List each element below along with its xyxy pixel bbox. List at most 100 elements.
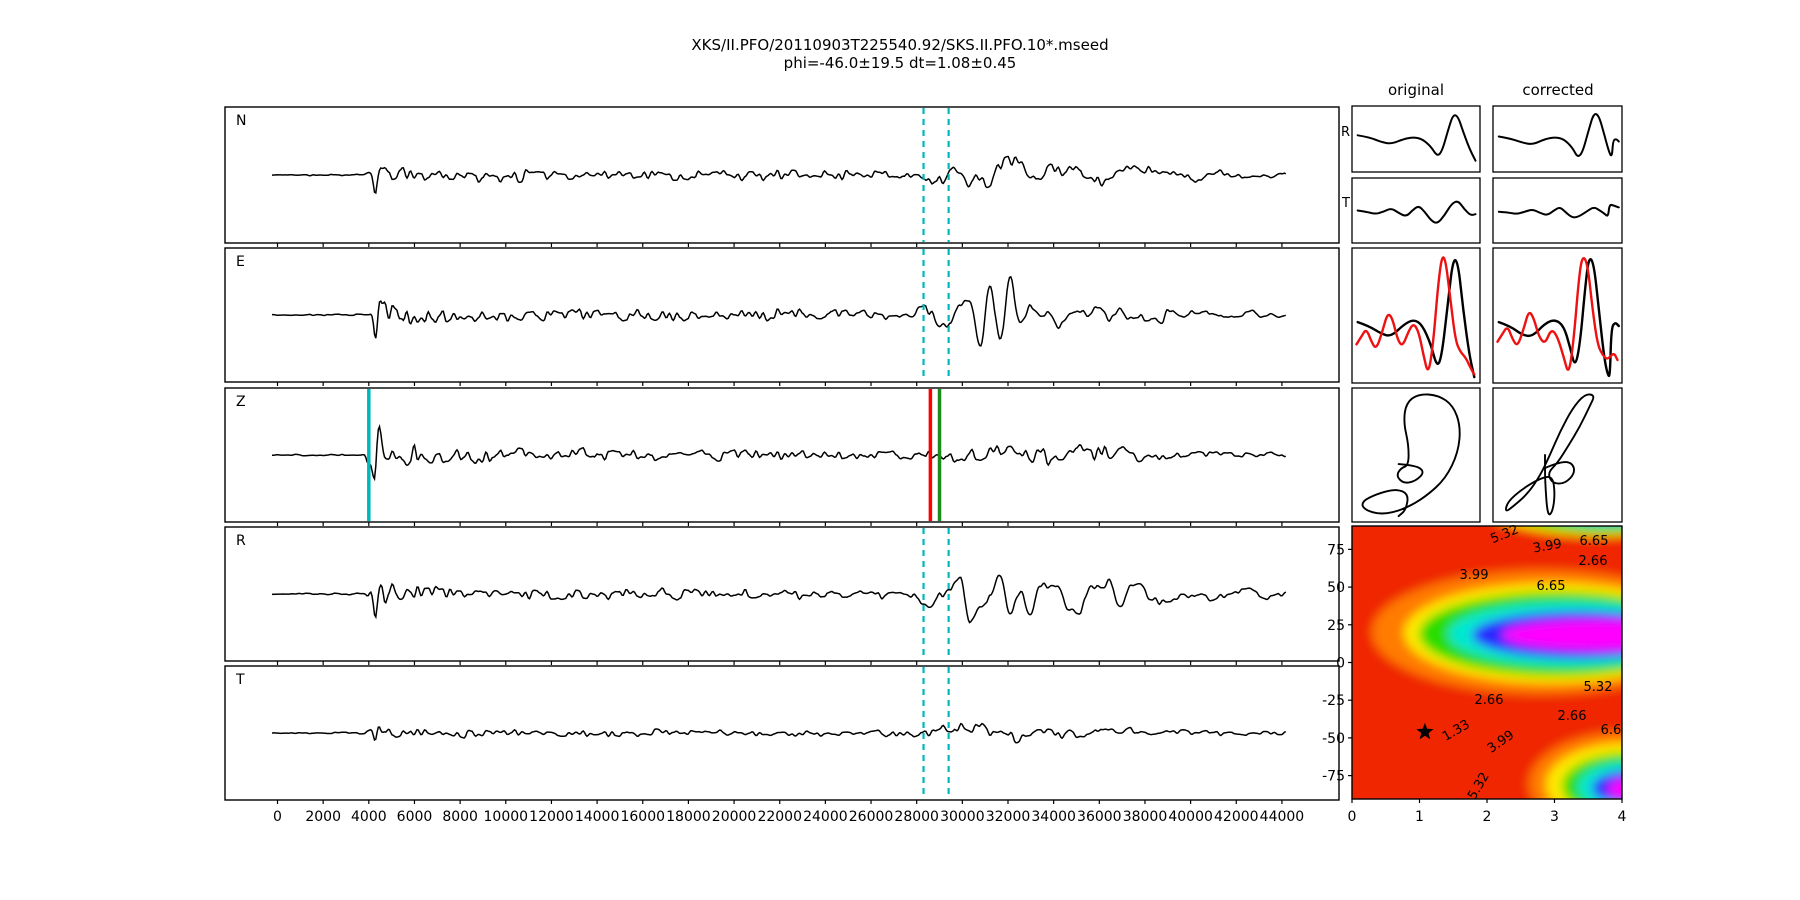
panel-border	[224, 387, 1340, 523]
seismogram-trace-N	[271, 155, 1287, 195]
error-surface-x-tick-label: 3	[1550, 809, 1559, 825]
panel-label-n: N	[236, 113, 247, 129]
field-blob	[1564, 495, 1652, 521]
r-pulse-corrected	[1497, 113, 1620, 157]
t-pulse-corrected	[1497, 203, 1620, 219]
particle-motion-original	[1351, 387, 1481, 523]
pulse-panel-t-original	[1351, 177, 1481, 244]
error-surface-y-tick-label: -75	[1322, 769, 1345, 785]
contour-label: 6.65	[1537, 579, 1566, 594]
error-surface-y-tick-label: -25	[1322, 693, 1345, 709]
contour-label: 3.99	[1532, 537, 1563, 557]
column-header-corrected: corrected	[1522, 81, 1594, 99]
figure-subtitle: phi=-46.0±19.5 dt=1.08±0.45	[783, 54, 1017, 72]
waveform-panel-T	[224, 665, 1340, 804]
contour-label: 5.32	[1584, 680, 1613, 695]
seismogram-trace-E	[272, 275, 1287, 347]
x-tick-label: 40000	[1168, 809, 1213, 825]
error-surface-y-tick-label: -50	[1322, 731, 1345, 747]
error-surface-y-tick-label: 75	[1327, 542, 1345, 558]
contour-label: 2.66	[1558, 709, 1587, 724]
contour-label: 6.6	[1601, 723, 1622, 738]
x-tick-label: 20000	[712, 809, 757, 825]
hodogram-original	[1361, 393, 1461, 518]
error-surface-x-tick-label: 2	[1483, 809, 1492, 825]
x-tick-label: 8000	[442, 809, 478, 825]
pulse-panel-t-corrected	[1492, 177, 1623, 244]
x-tick-label: 28000	[894, 809, 939, 825]
best-solution-star	[1416, 722, 1434, 740]
x-tick-label: 18000	[666, 809, 711, 825]
particle-motion-corrected	[1492, 387, 1623, 523]
field-blob	[1537, 526, 1622, 533]
x-tick-label: 16000	[620, 809, 665, 825]
pulse-panel-r-original	[1351, 105, 1481, 173]
contour-label: 6.65	[1580, 534, 1609, 549]
panel-border	[1351, 387, 1481, 523]
waveform-panel-Z	[224, 387, 1340, 526]
overlay-panel-corrected	[1492, 247, 1623, 384]
x-tick-label: 30000	[940, 809, 985, 825]
panel-border	[1492, 177, 1623, 244]
x-tick-label: 14000	[575, 809, 620, 825]
x-tick-label: 42000	[1214, 809, 1259, 825]
field-blob	[1502, 620, 1622, 650]
x-tick-label: 44000	[1260, 809, 1305, 825]
waveform-panel-R	[224, 526, 1340, 665]
panel-label-r: R	[236, 533, 246, 549]
t-pulse-original	[1356, 200, 1477, 224]
column-header-original: original	[1387, 81, 1445, 99]
overlay-black-original	[1356, 259, 1476, 379]
error-surface-x-tick-label: 0	[1348, 809, 1357, 825]
hodogram-corrected	[1505, 393, 1595, 516]
waveform-panel-N	[224, 106, 1340, 247]
panel-border	[224, 526, 1340, 662]
x-tick-label: 34000	[1031, 809, 1076, 825]
panel-label-e: E	[236, 254, 245, 270]
error-surface-x-tick-label: 1	[1415, 809, 1424, 825]
field-blob	[1592, 770, 1622, 799]
error-surface-y-tick-label: 50	[1327, 580, 1345, 596]
x-tick-label: 24000	[803, 809, 848, 825]
row-label-r: R	[1340, 125, 1350, 140]
x-tick-label: 32000	[986, 809, 1031, 825]
contour-label: 3.99	[1460, 568, 1489, 583]
figure-title: XKS/II.PFO/20110903T225540.92/SKS.II.PFO…	[691, 36, 1109, 54]
overlay-red-corrected	[1496, 256, 1619, 371]
panel-label-t: T	[236, 672, 245, 688]
x-tick-label: 6000	[397, 809, 433, 825]
waveform-panel-E	[224, 247, 1340, 386]
overlay-panel-original	[1351, 247, 1481, 384]
panel-border	[1492, 247, 1623, 384]
x-tick-label: 36000	[1077, 809, 1122, 825]
panel-border	[224, 247, 1340, 383]
panel-border	[1492, 105, 1623, 173]
seismogram-trace-R	[271, 574, 1287, 624]
error-surface-y-tick-label: 0	[1336, 656, 1345, 672]
error-surface-field	[1352, 495, 1652, 799]
contour-label: 2.66	[1475, 693, 1504, 708]
panel-border	[224, 665, 1340, 801]
row-label-t: T	[1342, 196, 1350, 211]
panel-border	[1351, 247, 1481, 384]
seismogram-trace-T	[271, 722, 1287, 744]
panel-border	[224, 106, 1340, 244]
r-pulse-original	[1356, 114, 1477, 162]
x-tick-label: 12000	[529, 809, 574, 825]
panel-border	[1351, 105, 1481, 173]
panel-border	[1351, 177, 1481, 244]
x-tick-label: 0	[273, 809, 282, 825]
x-tick-label: 22000	[757, 809, 802, 825]
x-tick-label: 38000	[1123, 809, 1168, 825]
x-tick-label: 2000	[305, 809, 341, 825]
contour-label: 2.66	[1579, 554, 1608, 569]
pulse-panel-r-corrected	[1492, 105, 1623, 173]
overlay-black-corrected	[1497, 258, 1620, 378]
x-tick-label: 4000	[351, 809, 387, 825]
seismogram-trace-Z	[272, 424, 1286, 482]
error-surface-x-tick-label: 4	[1618, 809, 1627, 825]
panel-label-z: Z	[236, 394, 246, 410]
x-tick-label: 10000	[484, 809, 529, 825]
